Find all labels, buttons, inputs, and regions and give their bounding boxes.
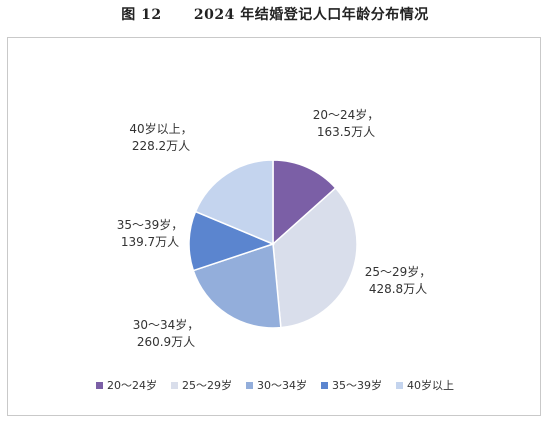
pie-labels: 20～24岁， 163.5万人 25～29岁， 428.8万人 30～34岁， 260.9… <box>117 107 432 349</box>
slice-label-3: 30～34岁， 260.9万人 <box>133 317 200 349</box>
figure-title-text: 2024 年结婚登记人口年龄分布情况 <box>193 7 429 23</box>
legend-swatch-4 <box>321 381 328 389</box>
slice-label-name-4: 35～39岁， <box>117 217 184 232</box>
slice-label-value-1: 163.5万人 <box>317 125 375 139</box>
slice-label-value-3: 260.9万人 <box>137 335 195 349</box>
legend-label-1: 20～24岁 <box>107 379 157 392</box>
figure-title: 图 12 2024 年结婚登记人口年龄分布情况 <box>0 4 550 24</box>
legend-label-2: 25～29岁 <box>182 379 232 392</box>
figure-number: 图 12 <box>121 7 162 23</box>
pie-slice-3 <box>192 242 282 329</box>
pie-slice-1 <box>272 159 337 246</box>
pie-slice-5 <box>194 159 274 246</box>
slice-label-value-2: 428.8万人 <box>369 282 427 296</box>
legend-item-4: 35～39岁 <box>321 377 382 393</box>
slice-label-name-1: 20～24岁， <box>313 107 380 122</box>
legend-item-1: 20～24岁 <box>96 377 157 393</box>
chart-legend: 20～24岁 25～29岁 30～34岁 35～39岁 40岁以上 <box>0 377 550 393</box>
legend-swatch-3 <box>246 381 253 389</box>
slice-label-name-5: 40岁以上， <box>129 121 192 136</box>
pie-slices <box>188 159 358 329</box>
legend-swatch-2 <box>171 381 178 389</box>
slice-label-value-4: 139.7万人 <box>121 235 179 249</box>
slice-label-5: 40岁以上， 228.2万人 <box>129 121 192 153</box>
slice-label-1: 20～24岁， 163.5万人 <box>313 107 380 139</box>
slice-label-2: 25～29岁， 428.8万人 <box>365 264 432 296</box>
slice-label-name-3: 30～34岁， <box>133 317 200 332</box>
slice-label-name-2: 25～29岁， <box>365 264 432 279</box>
legend-swatch-5 <box>396 381 403 389</box>
slice-label-4: 35～39岁， 139.7万人 <box>117 217 184 249</box>
legend-label-4: 35～39岁 <box>332 379 382 392</box>
pie-slice-2 <box>272 186 358 329</box>
slice-label-value-5: 228.2万人 <box>132 139 190 153</box>
legend-label-5: 40岁以上 <box>407 379 454 392</box>
legend-item-5: 40岁以上 <box>396 377 454 393</box>
legend-swatch-1 <box>96 381 103 389</box>
legend-item-2: 25～29岁 <box>171 377 232 393</box>
legend-label-3: 30～34岁 <box>257 379 307 392</box>
legend-item-3: 30～34岁 <box>246 377 307 393</box>
